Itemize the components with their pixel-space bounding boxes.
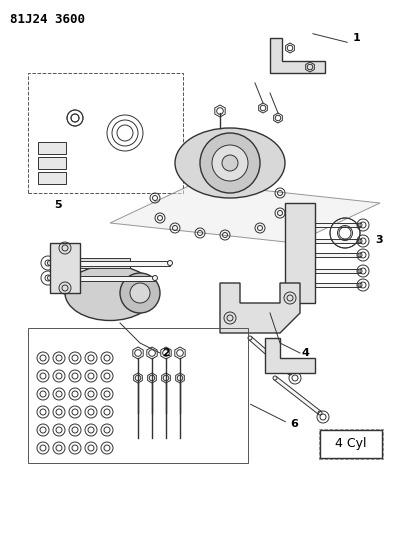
Polygon shape xyxy=(80,258,130,268)
Polygon shape xyxy=(295,283,360,287)
Circle shape xyxy=(358,283,362,287)
Circle shape xyxy=(212,145,248,181)
Polygon shape xyxy=(295,253,360,257)
Bar xyxy=(28,328,248,463)
Text: 3: 3 xyxy=(375,235,383,245)
Polygon shape xyxy=(265,338,315,373)
Circle shape xyxy=(318,411,322,415)
Bar xyxy=(38,172,66,184)
Circle shape xyxy=(200,133,260,193)
Circle shape xyxy=(273,376,277,380)
Bar xyxy=(38,157,66,169)
Polygon shape xyxy=(295,223,360,227)
Bar xyxy=(38,142,66,154)
Polygon shape xyxy=(270,38,325,73)
Polygon shape xyxy=(249,336,291,375)
Polygon shape xyxy=(295,269,360,273)
Text: 1: 1 xyxy=(353,33,361,43)
Circle shape xyxy=(168,261,172,265)
Circle shape xyxy=(358,269,362,273)
Polygon shape xyxy=(274,376,321,415)
Circle shape xyxy=(358,223,362,227)
Ellipse shape xyxy=(65,265,155,320)
Circle shape xyxy=(47,276,53,280)
Circle shape xyxy=(293,239,297,243)
Text: 5: 5 xyxy=(54,200,62,210)
Text: 81J24 3600: 81J24 3600 xyxy=(10,13,85,26)
Circle shape xyxy=(293,269,297,273)
Polygon shape xyxy=(295,239,360,243)
Circle shape xyxy=(358,239,362,243)
Circle shape xyxy=(152,276,158,280)
Bar xyxy=(320,430,382,458)
Polygon shape xyxy=(220,283,300,333)
Circle shape xyxy=(222,155,238,171)
Polygon shape xyxy=(50,261,170,265)
Text: 2: 2 xyxy=(162,348,170,358)
Polygon shape xyxy=(285,203,315,303)
Bar xyxy=(28,73,183,193)
Circle shape xyxy=(293,253,297,257)
Text: 4 Cyl: 4 Cyl xyxy=(335,438,367,450)
Text: 6: 6 xyxy=(290,419,298,429)
Text: 4: 4 xyxy=(302,348,310,358)
Circle shape xyxy=(293,223,297,227)
Ellipse shape xyxy=(175,128,285,198)
Polygon shape xyxy=(50,276,155,280)
Circle shape xyxy=(288,371,292,375)
Bar xyxy=(319,429,383,459)
Circle shape xyxy=(47,261,53,265)
Polygon shape xyxy=(110,183,380,243)
Circle shape xyxy=(120,273,160,313)
Circle shape xyxy=(358,253,362,257)
Polygon shape xyxy=(50,243,80,293)
Circle shape xyxy=(130,283,150,303)
Circle shape xyxy=(293,283,297,287)
Circle shape xyxy=(248,336,252,340)
